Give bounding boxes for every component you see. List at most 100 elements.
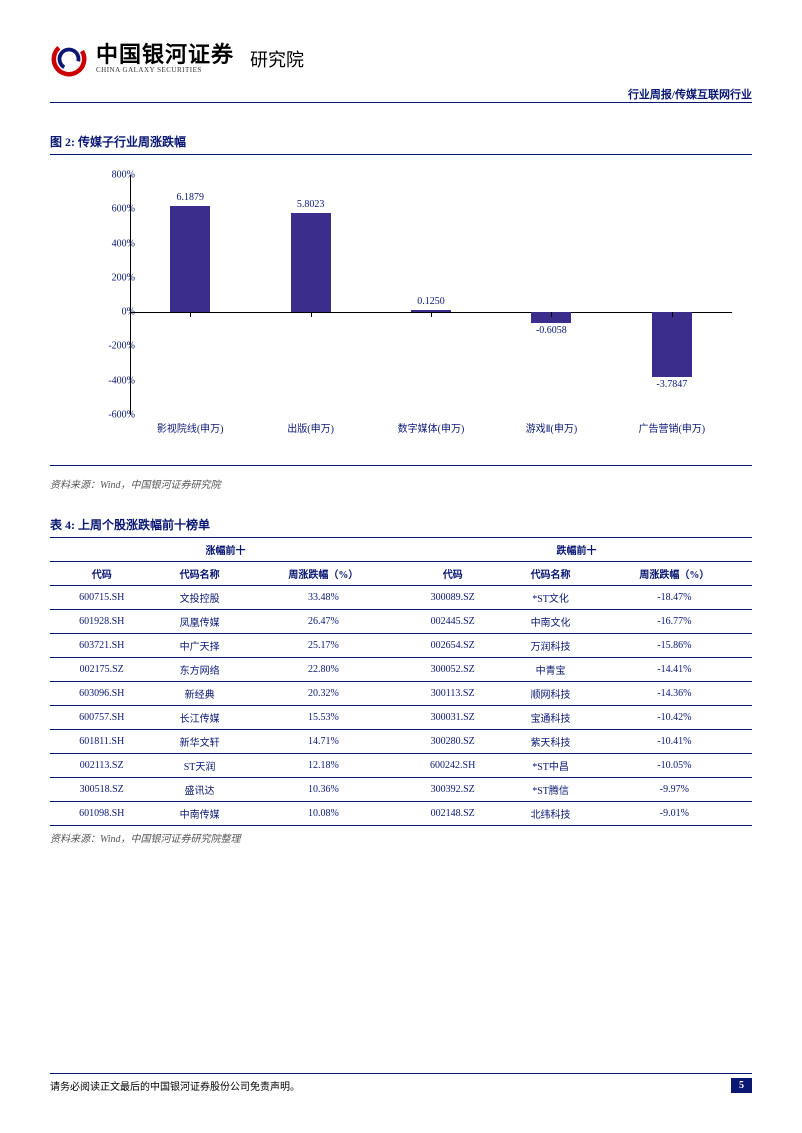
table-cell: 宝通科技 (504, 706, 596, 730)
x-axis-label: 广告营销(申万) (622, 420, 722, 435)
x-axis-label: 出版(申万) (261, 420, 361, 435)
col-code-2: 代码 (401, 562, 504, 586)
footer-rule (50, 1073, 752, 1074)
table-cell: 东方网络 (153, 658, 245, 682)
table-cell: 盛讯达 (153, 778, 245, 802)
table-cell: 新华文轩 (153, 730, 245, 754)
table-cell: -9.97% (597, 778, 752, 802)
x-axis-label: 游戏Ⅱ(申万) (501, 420, 601, 435)
logo-block: 中国银河证券 CHINA GALAXY SECURITIES 研究院 (50, 40, 304, 78)
table-cell: 12.18% (246, 754, 401, 778)
table-row: 603721.SH中广天择25.17%002654.SZ万润科技-15.86% (50, 634, 752, 658)
table-cell: 300113.SZ (401, 682, 504, 706)
table-cell: -10.05% (597, 754, 752, 778)
table-cell: 002113.SZ (50, 754, 153, 778)
table-cell: 600242.SH (401, 754, 504, 778)
table-cell: 顺网科技 (504, 682, 596, 706)
table-cell: 万润科技 (504, 634, 596, 658)
table-cell: 300392.SZ (401, 778, 504, 802)
table-cell: 601098.SH (50, 802, 153, 826)
bar (291, 213, 331, 312)
x-axis-label: 数字媒体(申万) (381, 420, 481, 435)
y-axis: 800%600%400%200%0%-200%-400%-600% (80, 175, 130, 415)
table-cell: 中南文化 (504, 610, 596, 634)
table-cell: -10.41% (597, 730, 752, 754)
table-cell: 26.47% (246, 610, 401, 634)
table-cell: *ST腾信 (504, 778, 596, 802)
table-body: 600715.SH文投控股33.48%300089.SZ*ST文化-18.47%… (50, 586, 752, 826)
table-cell: -18.47% (597, 586, 752, 610)
table-cell: -10.42% (597, 706, 752, 730)
table-row: 002113.SZST天润12.18%600242.SH*ST中昌-10.05% (50, 754, 752, 778)
bar (170, 206, 210, 312)
bar-value-label: -0.6058 (521, 325, 581, 336)
footer: 请务必阅读正文最后的中国银河证券股份公司免责声明。 5 (50, 1073, 752, 1093)
table-cell: 300052.SZ (401, 658, 504, 682)
col-change-1: 周涨跌幅（%） (246, 562, 401, 586)
table-cell: 文投控股 (153, 586, 245, 610)
company-logo-icon (50, 40, 88, 78)
table-cell: 002654.SZ (401, 634, 504, 658)
table-cell: -16.77% (597, 610, 752, 634)
table-cell: 600757.SH (50, 706, 153, 730)
bar-value-label: 0.1250 (401, 296, 461, 307)
table-title: 表 4: 上周个股涨跌幅前十榜单 (50, 516, 752, 533)
table-row: 600757.SH长江传媒15.53%300031.SZ宝通科技-10.42% (50, 706, 752, 730)
table-cell: 300031.SZ (401, 706, 504, 730)
header: 中国银河证券 CHINA GALAXY SECURITIES 研究院 (50, 40, 752, 78)
table-cell: -15.86% (597, 634, 752, 658)
logo-en-text: CHINA GALAXY SECURITIES (96, 67, 234, 75)
table-cell: *ST文化 (504, 586, 596, 610)
table-cell: 601928.SH (50, 610, 153, 634)
table-cell: 中广天择 (153, 634, 245, 658)
table-cell: 22.80% (246, 658, 401, 682)
x-tick (551, 312, 552, 317)
table-cell: ST天润 (153, 754, 245, 778)
table-row: 601928.SH凤凰传媒26.47%002445.SZ中南文化-16.77% (50, 610, 752, 634)
table-row: 601098.SH中南传媒10.08%002148.SZ北纬科技-9.01% (50, 802, 752, 826)
table-cell: 603721.SH (50, 634, 153, 658)
col-name-1: 代码名称 (153, 562, 245, 586)
table-cell: 33.48% (246, 586, 401, 610)
table-cell: 15.53% (246, 706, 401, 730)
x-tick (431, 312, 432, 317)
table-cell: 600715.SH (50, 586, 153, 610)
table-cell: 002148.SZ (401, 802, 504, 826)
table-cell: 300518.SZ (50, 778, 153, 802)
table-cell: -14.41% (597, 658, 752, 682)
x-tick (190, 312, 191, 317)
table-cell: 新经典 (153, 682, 245, 706)
x-axis-label: 影视院线(申万) (140, 420, 240, 435)
x-tick (311, 312, 312, 317)
bar-value-label: 6.1879 (160, 192, 220, 203)
logo-subtitle: 研究院 (250, 46, 304, 72)
table-cell: 002445.SZ (401, 610, 504, 634)
breadcrumb: 行业周报/传媒互联网行业 (50, 86, 752, 102)
figure-source: 资料来源：Wind，中国银河证券研究院 (50, 476, 752, 491)
col-code-1: 代码 (50, 562, 153, 586)
table-group-header-row: 涨幅前十 跌幅前十 (50, 538, 752, 562)
bar (652, 312, 692, 377)
table-cell: 601811.SH (50, 730, 153, 754)
bar-chart: 800%600%400%200%0%-200%-400%-600% 6.1879… (80, 175, 732, 455)
table-cell: 20.32% (246, 682, 401, 706)
y-axis-line (130, 175, 131, 415)
table-cell: 603096.SH (50, 682, 153, 706)
table-row: 603096.SH新经典20.32%300113.SZ顺网科技-14.36% (50, 682, 752, 706)
table-col-header-row: 代码 代码名称 周涨跌幅（%） 代码 代码名称 周涨跌幅（%） (50, 562, 752, 586)
table-cell: 中南传媒 (153, 802, 245, 826)
disclaimer-text: 请务必阅读正文最后的中国银河证券股份公司免责声明。 (50, 1078, 300, 1093)
stock-table: 涨幅前十 跌幅前十 代码 代码名称 周涨跌幅（%） 代码 代码名称 周涨跌幅（%… (50, 538, 752, 826)
bar-value-label: 5.8023 (281, 199, 341, 210)
table-cell: 10.08% (246, 802, 401, 826)
group-header-loss: 跌幅前十 (401, 538, 752, 562)
group-header-gain: 涨幅前十 (50, 538, 401, 562)
table-cell: 10.36% (246, 778, 401, 802)
table-cell: 北纬科技 (504, 802, 596, 826)
table-cell: 300089.SZ (401, 586, 504, 610)
table-row: 600715.SH文投控股33.48%300089.SZ*ST文化-18.47% (50, 586, 752, 610)
x-tick (672, 312, 673, 317)
table-cell: 紫天科技 (504, 730, 596, 754)
logo-cn-text: 中国银河证券 (96, 43, 234, 67)
table-row: 300518.SZ盛讯达10.36%300392.SZ*ST腾信-9.97% (50, 778, 752, 802)
